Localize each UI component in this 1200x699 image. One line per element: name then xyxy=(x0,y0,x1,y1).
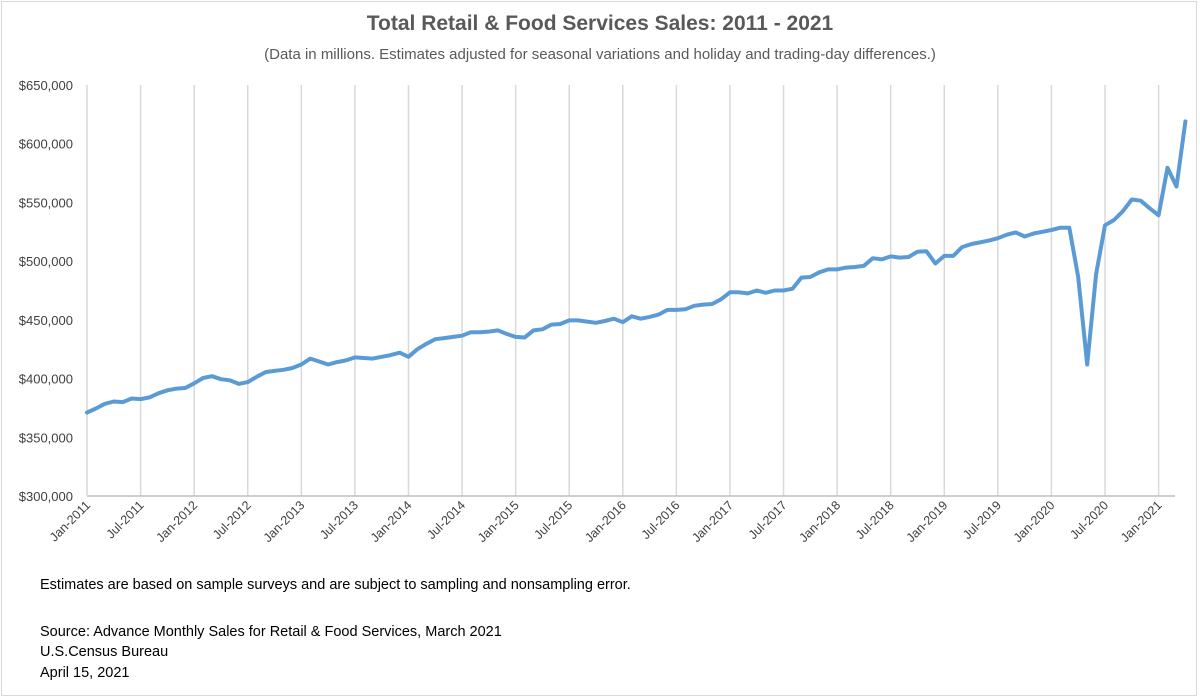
agency-note: U.S.Census Bureau xyxy=(40,644,169,660)
x-tick-label: Jan-2014 xyxy=(368,498,415,545)
x-tick-label: Jan-2016 xyxy=(582,498,629,545)
x-tick-label: Jul-2013 xyxy=(317,498,361,542)
axes xyxy=(86,85,1175,497)
grid-lines xyxy=(139,85,1160,496)
x-tick-label: Jul-2014 xyxy=(424,498,468,542)
y-tick-label: $650,000 xyxy=(19,78,73,93)
chart-title: Total Retail & Food Services Sales: 2011… xyxy=(366,12,834,35)
chart-subtitle: (Data in millions. Estimates adjusted fo… xyxy=(264,46,936,63)
series-line xyxy=(85,119,1188,415)
x-tick-label: Jul-2015 xyxy=(532,498,576,542)
x-tick-label: Jan-2020 xyxy=(1011,498,1058,545)
y-axis-tick-labels: $300,000 $350,000 $400,000 $450,000 $500,000… xyxy=(19,78,73,504)
x-tick-label: Jul-2012 xyxy=(210,498,254,542)
source-note: Source: Advance Monthly Sales for Retail… xyxy=(40,624,502,640)
sampling-error-note: Estimates are based on sample surveys an… xyxy=(40,577,631,593)
y-tick-label: $350,000 xyxy=(19,430,73,445)
x-tick-label: Jan-2019 xyxy=(904,498,951,545)
x-tick-label: Jan-2012 xyxy=(154,498,201,545)
series-layer xyxy=(85,119,1188,415)
x-tick-label: Jan-2018 xyxy=(796,498,843,545)
date-note: April 15, 2021 xyxy=(40,665,130,681)
y-tick-label: $400,000 xyxy=(19,372,73,387)
x-tick-label: Jan-2015 xyxy=(475,498,522,545)
x-axis-tick-labels: Jan-2011 Jul-2011 Jan-2012 Jul-2012 Jan-2013… xyxy=(47,498,1165,545)
x-tick-label: Jan-2011 xyxy=(47,498,93,544)
x-tick-label: Jul-2020 xyxy=(1067,498,1111,542)
y-tick-label: $300,000 xyxy=(19,489,73,504)
x-tick-label: Jul-2019 xyxy=(960,498,1004,542)
y-tick-label: $600,000 xyxy=(19,137,73,152)
x-tick-label: Jan-2013 xyxy=(261,498,308,545)
x-tick-label: Jan-2017 xyxy=(689,498,736,545)
y-tick-label: $500,000 xyxy=(19,254,73,269)
x-tick-label: Jul-2011 xyxy=(104,498,147,541)
y-tick-label: $450,000 xyxy=(19,313,73,328)
x-tick-label: Jul-2016 xyxy=(639,498,683,542)
y-tick-label: $550,000 xyxy=(19,195,73,210)
x-tick-label: Jul-2017 xyxy=(746,498,790,542)
x-tick-label: Jul-2018 xyxy=(853,498,897,542)
x-tick-label: Jan-2021 xyxy=(1118,498,1165,545)
